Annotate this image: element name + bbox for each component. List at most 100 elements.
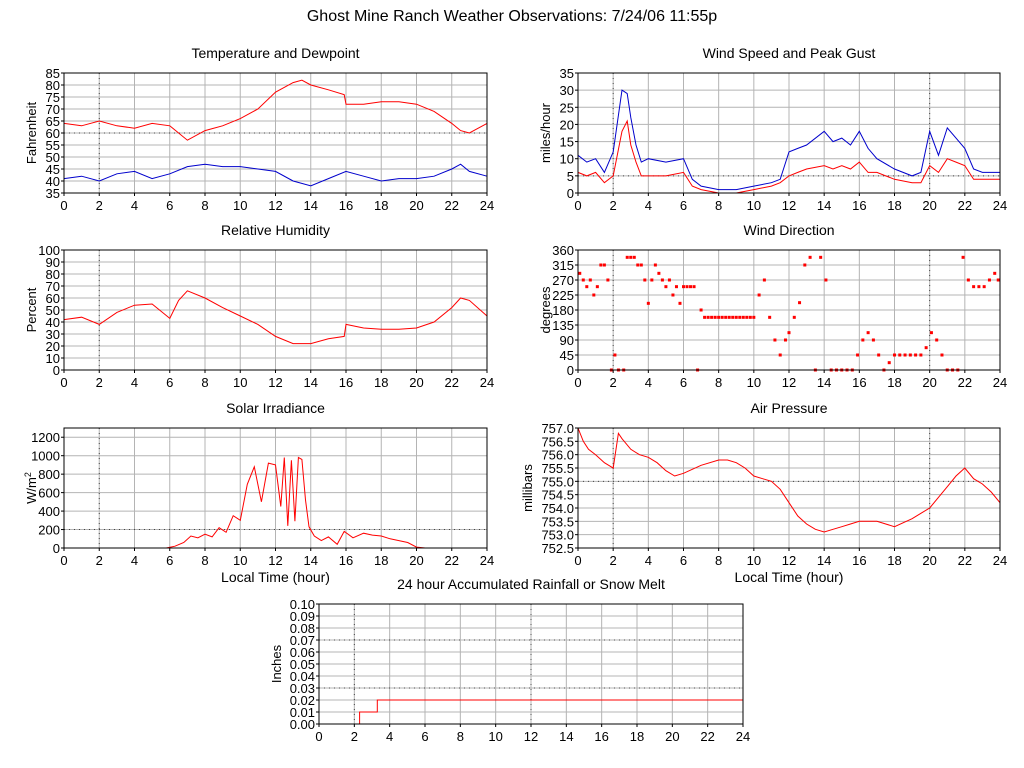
y-tick-label: 225 xyxy=(552,288,574,303)
data-point xyxy=(762,278,766,282)
chart-title: Solar Irradiance xyxy=(226,400,325,416)
data-point xyxy=(724,315,728,319)
y-tick-label: 45 xyxy=(560,348,574,363)
y-axis-label: Inches xyxy=(269,644,284,683)
x-tick-label: 14 xyxy=(817,375,831,390)
data-point xyxy=(710,315,714,319)
data-point xyxy=(595,285,599,289)
x-tick-label: 24 xyxy=(736,729,750,744)
data-point xyxy=(977,285,981,289)
x-tick-label: 0 xyxy=(574,198,581,213)
data-point xyxy=(713,315,717,319)
x-tick-label: 10 xyxy=(747,198,761,213)
x-tick-label: 6 xyxy=(680,198,687,213)
x-tick-label: 8 xyxy=(201,375,208,390)
x-tick-label: 12 xyxy=(268,198,282,213)
y-tick-label: 75 xyxy=(46,90,60,105)
data-point xyxy=(903,353,907,357)
data-point xyxy=(924,346,928,350)
chart-humidity: 0 2 4 6 8 10 12 14 16 18 20 22 240102030405060708090… xyxy=(24,222,494,390)
chart-winddir: 0 2 4 6 8 10 12 14 16 18 20 22 240459013518022527031… xyxy=(538,222,1007,390)
x-tick-label: 2 xyxy=(610,375,617,390)
x-tick-label: 16 xyxy=(852,198,866,213)
x-tick-label: 12 xyxy=(782,198,796,213)
y-tick-label: 100 xyxy=(38,243,60,258)
data-point xyxy=(650,278,654,282)
data-point xyxy=(741,315,745,319)
x-tick-label: 16 xyxy=(339,375,353,390)
y-tick-label: 754.5 xyxy=(541,488,574,503)
y-axis-label: millibars xyxy=(520,464,535,512)
x-tick-label: 12 xyxy=(268,553,282,568)
x-tick-label: 2 xyxy=(610,198,617,213)
x-tick-label: 22 xyxy=(958,375,972,390)
chart-title: Wind Speed and Peak Gust xyxy=(703,45,876,61)
x-tick-label: 0 xyxy=(574,375,581,390)
x-tick-label: 6 xyxy=(680,553,687,568)
chart-title: Wind Direction xyxy=(743,222,834,238)
data-point xyxy=(773,338,777,342)
x-tick-label: 22 xyxy=(445,198,459,213)
data-point xyxy=(819,255,823,259)
data-point xyxy=(678,301,682,305)
data-point xyxy=(671,293,675,297)
x-tick-label: 8 xyxy=(457,729,464,744)
x-tick-label: 16 xyxy=(339,198,353,213)
data-point xyxy=(987,278,991,282)
y-tick-label: 20 xyxy=(46,339,60,354)
y-axis-label: Percent xyxy=(24,287,39,332)
chart-temp: 0 2 4 6 8 10 12 14 16 18 20 22 243540455055606570758… xyxy=(24,45,494,213)
x-tick-label: 2 xyxy=(610,553,617,568)
data-point xyxy=(757,293,761,297)
x-tick-label: 6 xyxy=(166,553,173,568)
data-point xyxy=(738,315,742,319)
data-point xyxy=(699,308,703,312)
y-tick-label: 90 xyxy=(46,255,60,270)
x-tick-label: 22 xyxy=(958,198,972,213)
data-point xyxy=(636,263,640,267)
x-tick-label: 24 xyxy=(993,553,1007,568)
x-tick-label: 20 xyxy=(922,375,936,390)
data-point xyxy=(625,255,629,259)
chart-title: Air Pressure xyxy=(750,400,827,416)
x-tick-label: 4 xyxy=(131,198,138,213)
data-point xyxy=(734,315,738,319)
x-tick-label: 18 xyxy=(374,198,388,213)
x-tick-label: 10 xyxy=(233,375,247,390)
chart-title: Temperature and Dewpoint xyxy=(191,45,359,61)
data-point xyxy=(871,338,875,342)
y-tick-label: 5 xyxy=(567,169,574,184)
chart-rain: 0 2 4 6 8 10 12 14 16 18 20 22 240.000.010.020.030.0… xyxy=(269,576,750,744)
x-tick-label: 18 xyxy=(887,375,901,390)
data-point xyxy=(877,353,881,357)
y-tick-label: 0 xyxy=(53,541,60,556)
data-point xyxy=(982,285,986,289)
x-tick-label: 22 xyxy=(445,375,459,390)
data-point xyxy=(996,278,1000,282)
x-tick-label: 14 xyxy=(304,375,318,390)
x-tick-label: 6 xyxy=(680,375,687,390)
series-line-solar-irradiance xyxy=(64,456,487,549)
x-tick-label: 2 xyxy=(351,729,358,744)
x-axis-label: Local Time (hour) xyxy=(221,569,330,585)
y-tick-label: 40 xyxy=(46,315,60,330)
y-tick-label: 35 xyxy=(560,66,574,81)
y-tick-label: 80 xyxy=(46,267,60,282)
y-tick-label: 0.09 xyxy=(290,609,315,624)
data-point xyxy=(866,331,870,335)
data-point xyxy=(578,271,582,275)
data-point xyxy=(660,278,664,282)
y-tick-label: 756.5 xyxy=(541,434,574,449)
y-tick-label: 135 xyxy=(552,318,574,333)
data-point xyxy=(929,331,933,335)
data-point xyxy=(667,278,671,282)
data-point xyxy=(646,301,650,305)
y-tick-label: 200 xyxy=(38,523,60,538)
chart-title: 24 hour Accumulated Rainfall or Snow Mel… xyxy=(397,576,665,592)
data-point xyxy=(914,353,918,357)
y-tick-label: 70 xyxy=(46,102,60,117)
data-point xyxy=(692,285,696,289)
y-tick-label: 90 xyxy=(560,333,574,348)
y-tick-label: 1000 xyxy=(31,449,60,464)
